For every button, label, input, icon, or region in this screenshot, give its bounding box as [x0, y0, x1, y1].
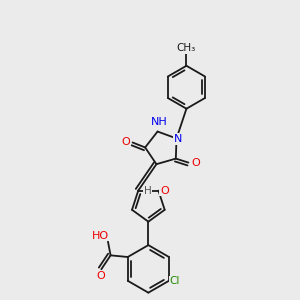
Text: O: O — [96, 272, 105, 281]
Text: HO: HO — [92, 230, 109, 241]
Text: O: O — [191, 158, 200, 168]
Text: H: H — [144, 186, 152, 196]
Text: Cl: Cl — [170, 276, 180, 286]
Text: O: O — [160, 186, 169, 196]
Text: N: N — [174, 134, 182, 144]
Text: NH: NH — [151, 117, 168, 127]
Text: CH₃: CH₃ — [177, 43, 196, 53]
Text: O: O — [121, 137, 130, 148]
